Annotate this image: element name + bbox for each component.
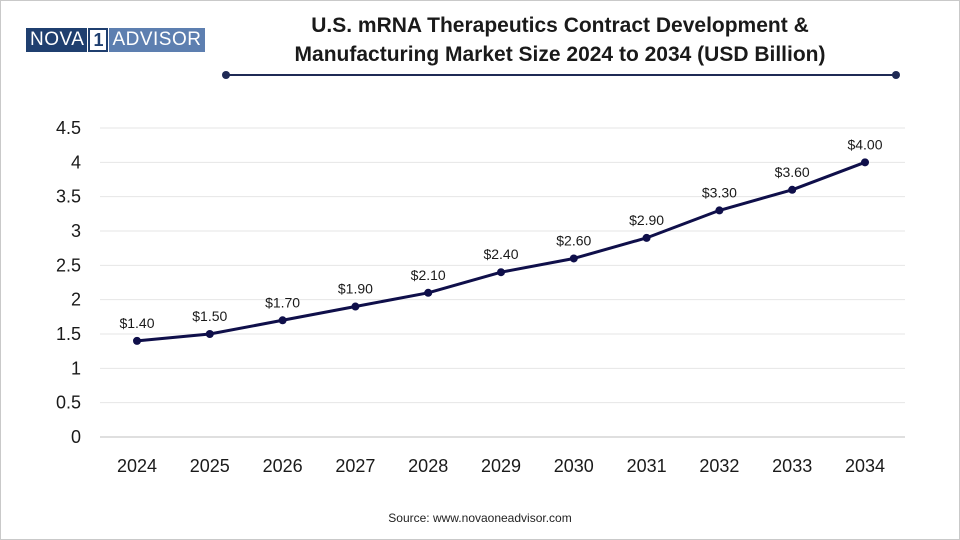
data-point-2027 <box>351 302 360 311</box>
data-label-2024: $1.40 <box>119 315 154 331</box>
data-label-2031: $2.90 <box>629 212 664 228</box>
y-tick-label: 4.5 <box>56 118 81 138</box>
data-label-2030: $2.60 <box>556 232 591 248</box>
title-underline-right-dot <box>892 71 900 79</box>
x-tick-label: 2027 <box>335 456 375 476</box>
data-point-2030 <box>569 254 578 263</box>
x-tick-label: 2026 <box>263 456 303 476</box>
source-note: Source: www.novaoneadvisor.com <box>388 511 572 525</box>
y-tick-label: 0.5 <box>56 393 81 413</box>
data-label-2026: $1.70 <box>265 294 300 310</box>
y-tick-label: 1.5 <box>56 324 81 344</box>
data-point-2032 <box>715 206 724 215</box>
data-point-2031 <box>642 233 651 242</box>
y-tick-label: 3 <box>71 221 81 241</box>
chart-title-line-2: Manufacturing Market Size 2024 to 2034 (… <box>294 43 826 66</box>
novaoneadvisor-logo: NOVA 1 ADVISOR <box>26 28 206 52</box>
data-label-2034: $4.00 <box>847 136 882 152</box>
gridlines <box>100 127 905 404</box>
data-point-2034 <box>861 158 869 167</box>
data-point-2029 <box>497 268 505 277</box>
x-tick-label: 2028 <box>408 456 448 476</box>
x-tick-label: 2029 <box>481 456 521 476</box>
x-tick-label: 2033 <box>772 456 812 476</box>
x-tick-label: 2031 <box>627 456 667 476</box>
x-tick-label: 2034 <box>845 456 885 476</box>
y-axis-tick-labels: 0 0.5 1 1.5 2 2.5 3 3.5 4 4.5 <box>56 118 81 447</box>
data-label-2025: $1.50 <box>192 308 227 324</box>
data-point-2026 <box>278 316 287 325</box>
y-tick-label: 4 <box>71 152 81 172</box>
title-underline-left-dot <box>222 71 230 79</box>
data-point-2028 <box>424 288 433 297</box>
y-tick-label: 1 <box>71 358 81 378</box>
logo-nova-text: NOVA <box>26 28 88 52</box>
data-label-2029: $2.40 <box>483 246 518 262</box>
data-label-2032: $3.30 <box>702 184 737 200</box>
data-labels: $1.40 $1.50 $1.70 $1.90 $2.10 $2.40 $2.60 $2.90… <box>119 136 882 331</box>
x-tick-label: 2030 <box>554 456 594 476</box>
data-label-2033: $3.60 <box>775 164 810 180</box>
logo-advisor-text: ADVISOR <box>109 28 206 52</box>
x-tick-label: 2024 <box>117 456 157 476</box>
chart-title-line-1: U.S. mRNA Therapeutics Contract Developm… <box>311 14 809 37</box>
data-point-2024 <box>133 336 141 345</box>
y-tick-label: 0 <box>71 427 81 447</box>
logo-one-box: 1 <box>88 28 109 52</box>
y-tick-label: 2 <box>71 290 81 310</box>
data-points <box>133 158 869 345</box>
data-point-2025 <box>205 330 214 338</box>
x-tick-label: 2032 <box>699 456 739 476</box>
x-tick-label: 2025 <box>190 456 230 476</box>
data-label-2028: $2.10 <box>411 267 446 283</box>
x-axis-tick-labels: 2024 2025 2026 2027 2028 2029 2030 2031 2032 2033… <box>117 456 885 476</box>
y-tick-label: 3.5 <box>56 187 81 207</box>
chart-title: U.S. mRNA Therapeutics Contract Developm… <box>220 11 900 69</box>
data-point-2033 <box>788 185 797 194</box>
y-tick-label: 2.5 <box>56 255 81 275</box>
title-underline <box>222 71 900 79</box>
data-label-2027: $1.90 <box>338 281 373 297</box>
